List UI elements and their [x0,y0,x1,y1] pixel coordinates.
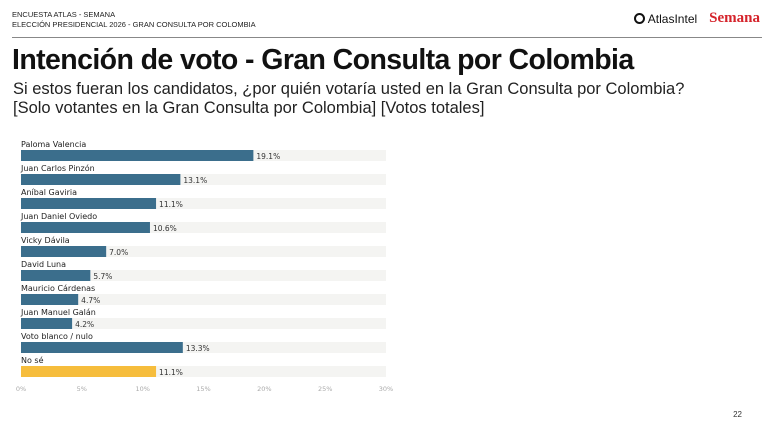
bar-track [21,366,386,377]
header-line-2: ELECCIÓN PRESIDENCIAL 2026 - GRAN CONSUL… [12,20,256,29]
x-tick-label: 15% [196,385,210,393]
value-label: 4.7% [81,296,100,305]
category-label: Aníbal Gaviria [21,188,77,197]
category-label: David Luna [21,260,66,269]
bar [21,342,183,353]
header-divider [12,37,762,38]
semana-logo: Semana [709,10,760,26]
page-title: Intención de voto - Gran Consulta por Co… [12,44,634,76]
bar-track [21,270,386,281]
header-line-1: ENCUESTA ATLAS - SEMANA [12,10,116,19]
bar-track [21,318,386,329]
bar [21,270,91,281]
x-tick-label: 10% [135,385,149,393]
value-label: 19.1% [256,152,280,161]
x-tick-label: 30% [379,385,393,393]
x-tick-label: 0% [16,385,26,393]
bar [21,246,107,257]
bar-track [21,342,386,353]
bar-track [21,222,386,233]
value-label: 7.0% [109,248,128,257]
bar [21,294,79,305]
bar-track [21,174,386,185]
bar [21,198,157,209]
bar [21,222,150,233]
value-label: 13.1% [183,176,207,185]
category-label: Vicky Dávila [21,236,70,245]
category-label: Voto blanco / nulo [21,332,93,341]
value-label: 11.1% [159,368,183,377]
logos: AtlasIntel Semana [631,10,760,27]
survey-header: ENCUESTA ATLAS - SEMANA ELECCIÓN PRESIDE… [12,10,256,30]
category-label: Mauricio Cárdenas [21,284,95,293]
bar [21,366,157,377]
subtitle-line-2: [Solo votantes en la Gran Consulta por C… [13,99,485,117]
category-label: Juan Manuel Galán [20,308,96,317]
x-tick-label: 20% [257,385,271,393]
x-tick-label: 25% [318,385,332,393]
category-label: No sé [21,355,44,365]
bar-track [21,198,386,209]
category-label: Juan Daniel Oviedo [20,212,97,221]
bar [21,318,73,329]
value-label: 11.1% [159,200,183,209]
value-label: 4.2% [75,320,94,329]
subtitle-line-1: Si estos fueran los candidatos, ¿por qui… [13,80,685,98]
page-number: 22 [733,410,742,419]
value-label: 5.7% [93,272,112,281]
bar-track [21,246,386,257]
bar [21,174,181,185]
bar-track [21,294,386,305]
category-label: Paloma Valencia [21,140,86,149]
value-label: 10.6% [153,224,177,233]
atlasintel-logo: AtlasIntel [631,10,698,27]
x-tick-label: 5% [77,385,87,393]
atlasintel-text: AtlasIntel [647,11,698,26]
category-label: Juan Carlos Pinzón [20,163,95,173]
subtitle: Si estos fueran los candidatos, ¿por qui… [13,80,684,118]
value-label: 13.3% [186,344,210,353]
bar [21,150,254,161]
